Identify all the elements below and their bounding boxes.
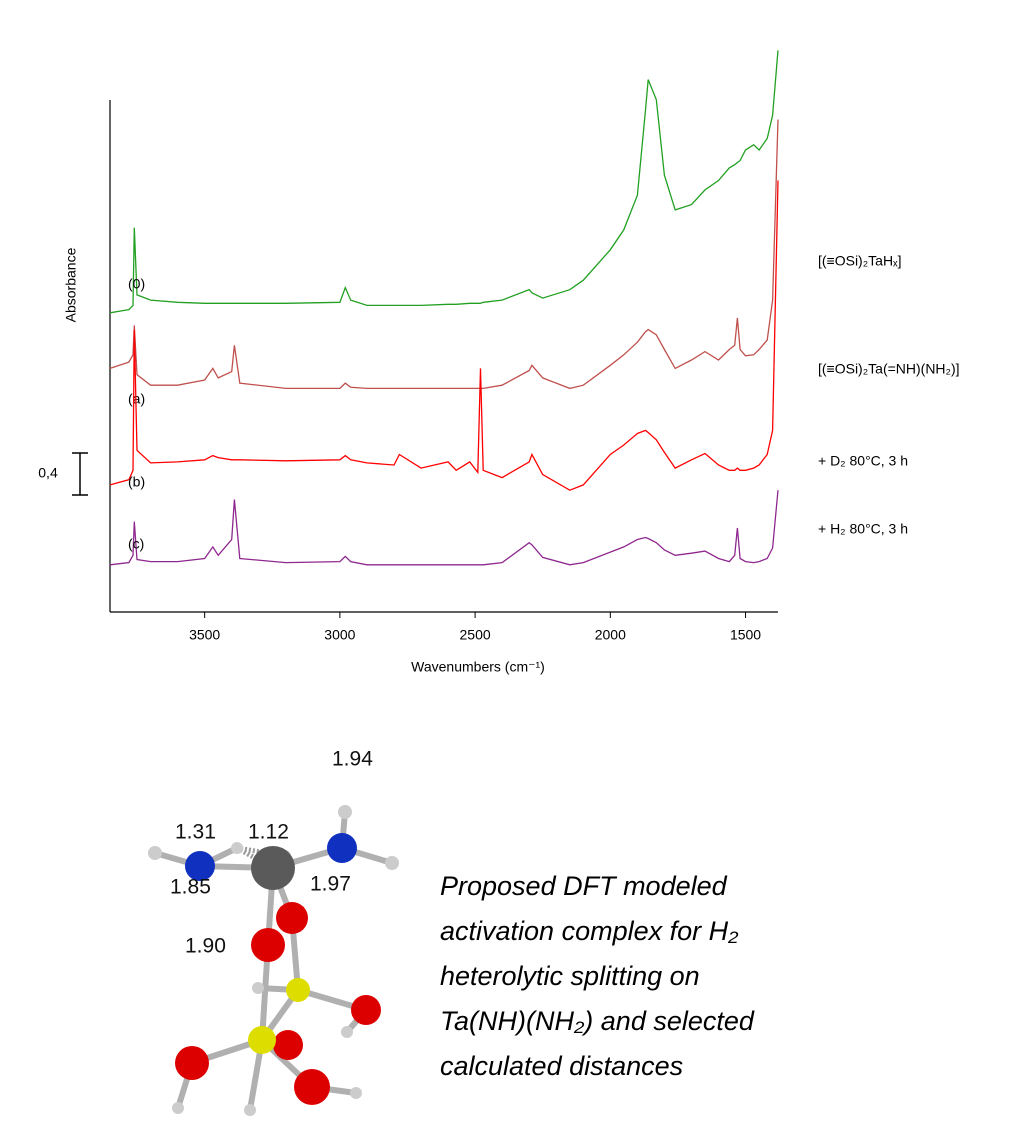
legend-entry: [(≡OSi)₂Ta(=NH)(NH₂)] (818, 361, 960, 377)
caption-line: Proposed DFT modeled (440, 871, 728, 901)
distance-label: 1.94 (332, 748, 373, 771)
x-tick-label: 2500 (460, 627, 491, 643)
distance-label: 1.85 (170, 876, 211, 899)
x-tick-label: 3000 (324, 627, 355, 643)
legend-entry: + D₂ 80°C, 3 h (818, 453, 908, 469)
caption-line: activation complex for H₂ (440, 916, 739, 946)
distance-label: 1.90 (185, 935, 226, 958)
distance-label: 1.31 (175, 821, 216, 844)
distance-label: 1.12 (248, 821, 289, 844)
legend-entry: [(≡OSi)₂TaHₓ] (818, 253, 902, 269)
caption: Proposed DFT modeled activation complex f… (440, 871, 755, 1081)
x-axis-label: Wavenumbers (cm⁻¹) (411, 659, 545, 675)
spectrum-line (110, 50, 778, 313)
spectrum-line (110, 490, 778, 565)
distance-label: 1.97 (310, 873, 351, 896)
series-label: (c) (128, 536, 144, 552)
molecule (148, 805, 399, 1116)
spectrum-line (110, 120, 778, 389)
x-tick-label: 2000 (595, 627, 626, 643)
caption-line: calculated distances (440, 1051, 683, 1081)
legend-entry: + H₂ 80°C, 3 h (818, 521, 908, 537)
x-tick-label: 1500 (730, 627, 761, 643)
spectrum-line (110, 181, 778, 491)
scale-bar-label: 0,4 (38, 465, 58, 481)
figure: Absorbance Wavenumbers (cm⁻¹) (0, 0, 1030, 1143)
caption-line: heterolytic splitting on (440, 961, 700, 991)
y-axis-label: Absorbance (63, 247, 79, 322)
caption-line: Ta(NH)(NH₂) and selected (440, 1006, 755, 1036)
x-tick-label: 3500 (189, 627, 220, 643)
series-label: (0) (128, 276, 145, 292)
series-label: (b) (128, 474, 145, 490)
